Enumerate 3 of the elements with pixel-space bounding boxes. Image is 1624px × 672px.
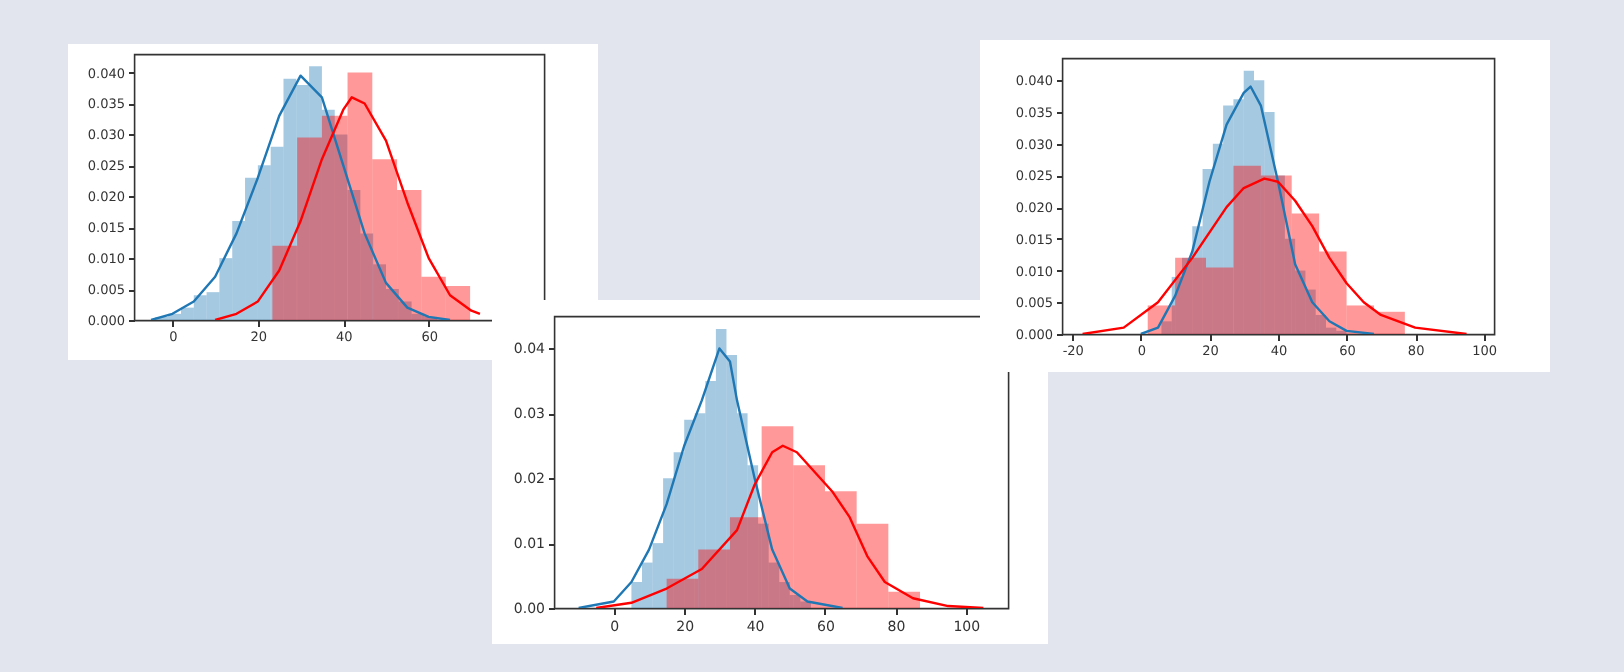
line-series (577, 347, 844, 608)
line-series (1081, 177, 1468, 334)
line-series (595, 444, 985, 608)
